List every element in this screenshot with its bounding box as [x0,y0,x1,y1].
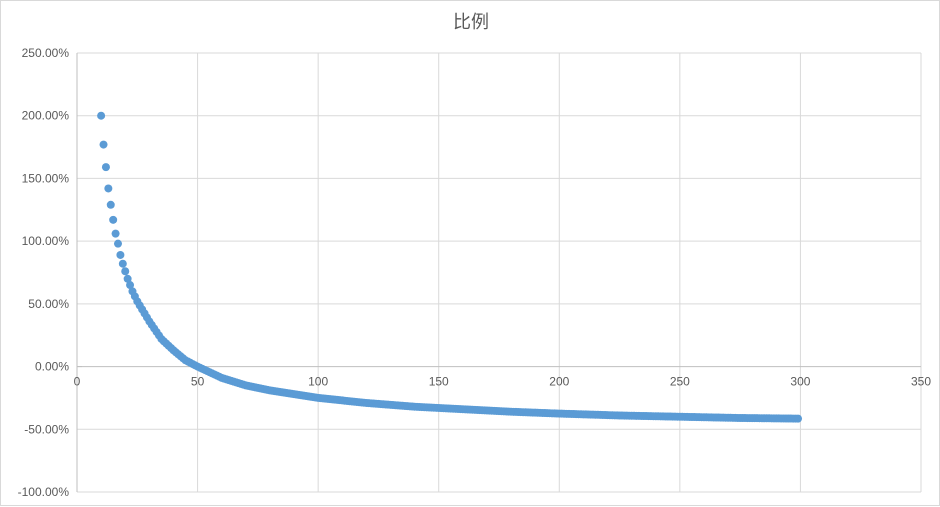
gridlines [77,52,922,493]
y-tick-label: 150.00% [22,171,70,185]
data-point [123,274,132,283]
data-point [118,259,127,268]
chart-title: 比例 [453,12,489,33]
data-point [111,229,120,238]
data-point [109,215,118,224]
x-tick-label: 100 [308,375,328,389]
x-tick-label: 300 [790,375,810,389]
y-tick-label: 50.00% [28,297,69,311]
data-points [97,111,803,423]
x-tick-label: 250 [670,375,690,389]
data-point [116,250,125,259]
y-tick-label: -100.00% [18,485,70,499]
data-point [104,184,113,193]
x-tick-label: 0 [74,375,81,389]
data-point [794,414,803,423]
data-point [113,239,122,248]
data-point [101,163,110,172]
y-tick-label: -50.00% [24,422,69,436]
x-tick-label: 150 [429,375,449,389]
data-point [121,267,130,276]
y-tick-label: 250.00% [22,46,70,60]
y-tick-label: 0.00% [35,360,69,374]
x-tick-label: 350 [911,375,931,389]
axes [76,53,921,492]
x-tick-label: 200 [549,375,569,389]
data-point [126,281,135,290]
tick-labels: 250.00% 200.00% 150.00% 100.00% 50.00% 0.00% -… [18,46,932,499]
y-tick-label: 100.00% [22,234,70,248]
x-tick-label: 50 [191,375,205,389]
data-point [99,140,108,149]
data-point [106,200,115,209]
y-tick-label: 200.00% [22,109,70,123]
data-point [97,111,106,120]
